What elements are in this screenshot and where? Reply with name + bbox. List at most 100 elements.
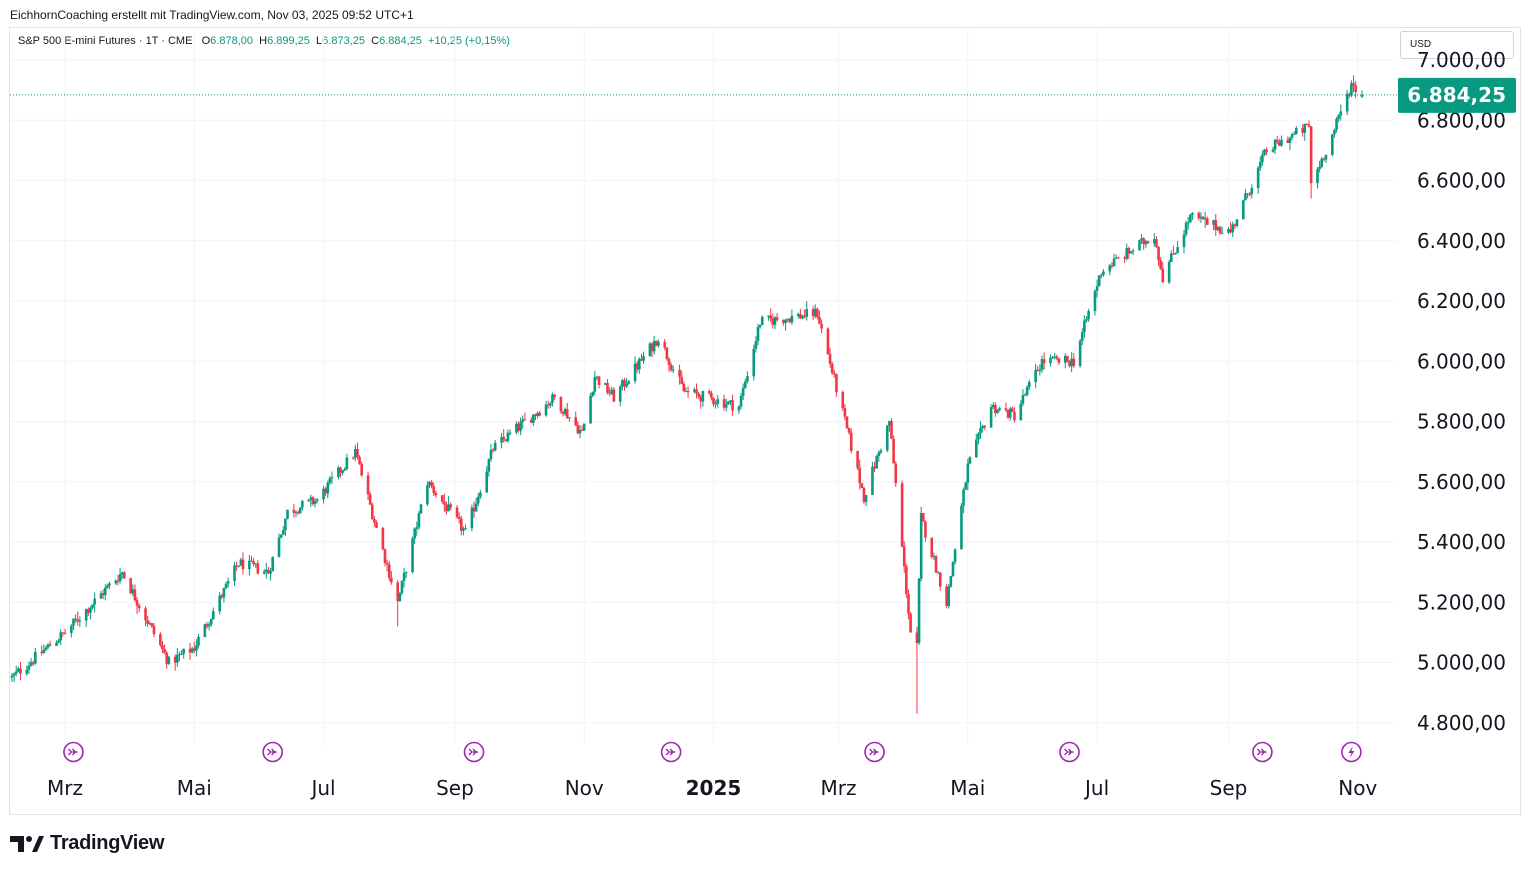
candle-body — [994, 404, 997, 414]
dividend-event-icon[interactable] — [660, 741, 682, 763]
candle-body — [909, 613, 912, 633]
candle-body — [695, 389, 698, 394]
candle-body — [724, 404, 728, 408]
candle — [72, 618, 75, 630]
candle-body — [951, 561, 955, 576]
candle-body — [25, 669, 29, 674]
candle — [271, 556, 274, 572]
symbol-name[interactable]: S&P 500 E-mini Futures · 1T · CME — [18, 35, 193, 47]
candle — [116, 574, 120, 586]
candle-body — [767, 315, 770, 317]
candle-body — [754, 341, 758, 349]
candle — [99, 590, 103, 599]
candle — [553, 393, 556, 401]
candle-body — [506, 432, 510, 442]
candle — [351, 456, 355, 460]
dividend-event-icon[interactable] — [63, 741, 84, 763]
candle-body — [1292, 133, 1296, 135]
candle-body — [1070, 358, 1073, 367]
candle — [1265, 147, 1268, 156]
candle-body — [892, 438, 895, 464]
dividend-event-icon[interactable] — [864, 741, 885, 763]
candle-body — [59, 632, 63, 641]
candle-body — [888, 421, 891, 426]
candle-body — [233, 565, 236, 582]
candle — [370, 502, 374, 520]
candle — [767, 315, 770, 321]
candle-body — [801, 315, 804, 319]
dividend-event-icon[interactable] — [1059, 741, 1080, 763]
candle — [1085, 316, 1088, 323]
candle-body — [731, 400, 734, 411]
candle-body — [828, 354, 832, 364]
candle — [434, 490, 438, 498]
dividend-event-icon[interactable] — [262, 741, 283, 763]
candle-body — [625, 383, 628, 387]
currency-selector[interactable]: USD — [1400, 31, 1514, 59]
candle-body — [1318, 166, 1321, 170]
candle — [459, 515, 463, 536]
candle — [519, 417, 522, 436]
candle — [773, 316, 777, 330]
candle-body — [1112, 258, 1116, 267]
candle-body — [1261, 154, 1264, 162]
candle-body — [337, 467, 340, 478]
candle-body — [890, 421, 893, 439]
event-markers[interactable] — [63, 741, 1362, 763]
dividend-event-icon[interactable] — [463, 741, 485, 763]
time-axis[interactable]: Mrz Mai Jul Sep Nov 2025 Mrz Mai Jul Sep Nov — [47, 776, 1377, 800]
candle — [84, 608, 88, 628]
tradingview-logo[interactable]: TradingView — [10, 832, 164, 855]
candle-body — [411, 538, 414, 573]
candle — [404, 571, 408, 578]
candle-body — [604, 383, 607, 385]
candle-body — [803, 315, 806, 317]
candle-body — [521, 419, 525, 423]
candle-body — [1040, 359, 1044, 370]
candle-body — [977, 433, 980, 440]
candle-body — [449, 504, 452, 508]
candle — [78, 616, 82, 627]
candle — [474, 497, 478, 512]
candle — [1006, 409, 1010, 420]
candle — [148, 621, 152, 625]
candle-body — [1248, 194, 1251, 196]
candle — [34, 647, 37, 665]
candle — [159, 632, 162, 648]
candle — [1068, 360, 1071, 368]
candle — [313, 498, 317, 508]
candle-body — [489, 449, 493, 460]
candle-body — [358, 456, 361, 465]
price-tick-label: 5.400,00 — [1417, 530, 1506, 554]
candle-body — [413, 528, 416, 539]
candle — [841, 390, 845, 411]
candle-body — [182, 648, 185, 654]
candle — [150, 622, 154, 628]
dividend-event-icon[interactable] — [1252, 741, 1273, 763]
candle-body — [671, 369, 675, 371]
candle-body — [284, 518, 287, 531]
candle-body — [847, 427, 851, 433]
candle-body — [417, 513, 421, 528]
candle — [1123, 255, 1126, 264]
candle-body — [46, 644, 50, 648]
candle — [642, 351, 645, 364]
candle — [381, 526, 385, 551]
candle — [1070, 352, 1073, 373]
price-axis[interactable]: 4.800,00 5.000,00 5.200,00 5.400,00 5.600,00… — [1417, 48, 1506, 735]
candle-body — [188, 648, 192, 653]
candle-body — [623, 380, 626, 387]
candle — [1138, 239, 1141, 251]
candle-body — [1019, 403, 1023, 421]
earnings-event-icon[interactable] — [1341, 741, 1362, 763]
candle — [621, 378, 624, 391]
candle — [237, 565, 241, 568]
candle — [1258, 156, 1262, 171]
candle — [487, 458, 491, 477]
candle — [697, 391, 700, 399]
candle — [693, 387, 696, 394]
candle-body — [457, 516, 461, 519]
candle — [430, 479, 433, 489]
candle-body — [159, 634, 162, 646]
